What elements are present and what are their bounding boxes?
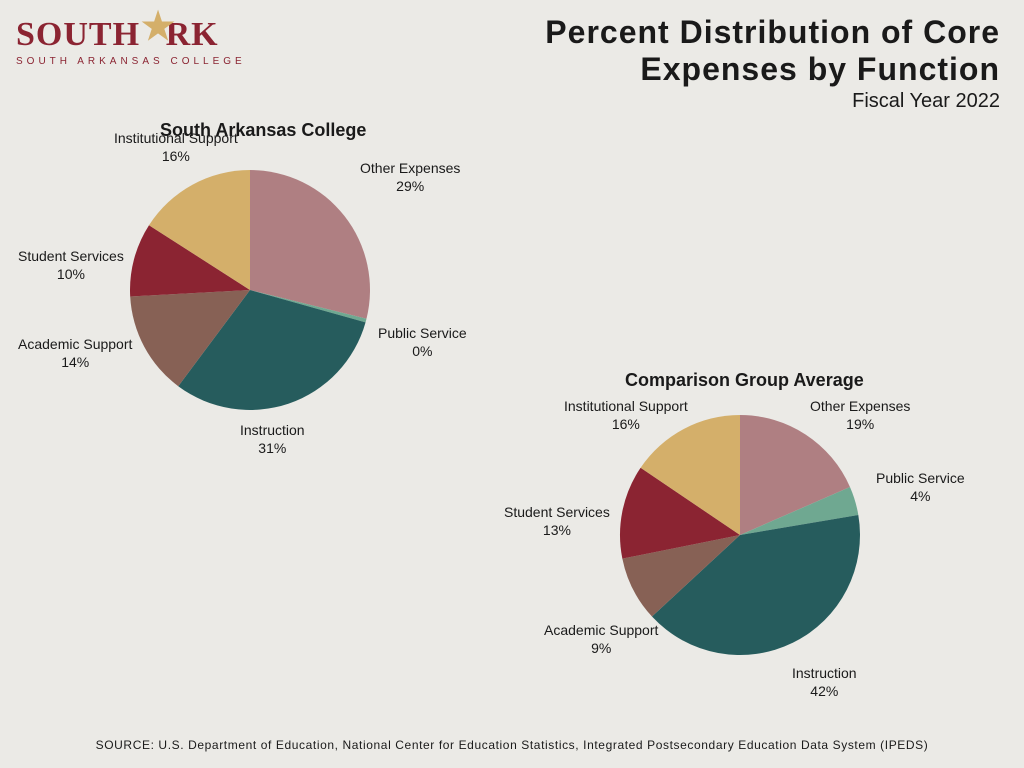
chart2-label-other-expenses: Other Expenses19% (810, 398, 910, 433)
source-citation: SOURCE: U.S. Department of Education, Na… (0, 738, 1024, 752)
chart2-pie (0, 0, 1024, 768)
chart2-label-academic-support: Academic Support9% (544, 622, 658, 657)
chart2-label-institutional-support: Institutional Support16% (564, 398, 688, 433)
chart2-label-student-services: Student Services13% (504, 504, 610, 539)
chart2-label-public-service: Public Service4% (876, 470, 965, 505)
chart2-label-instruction: Instruction42% (792, 665, 857, 700)
